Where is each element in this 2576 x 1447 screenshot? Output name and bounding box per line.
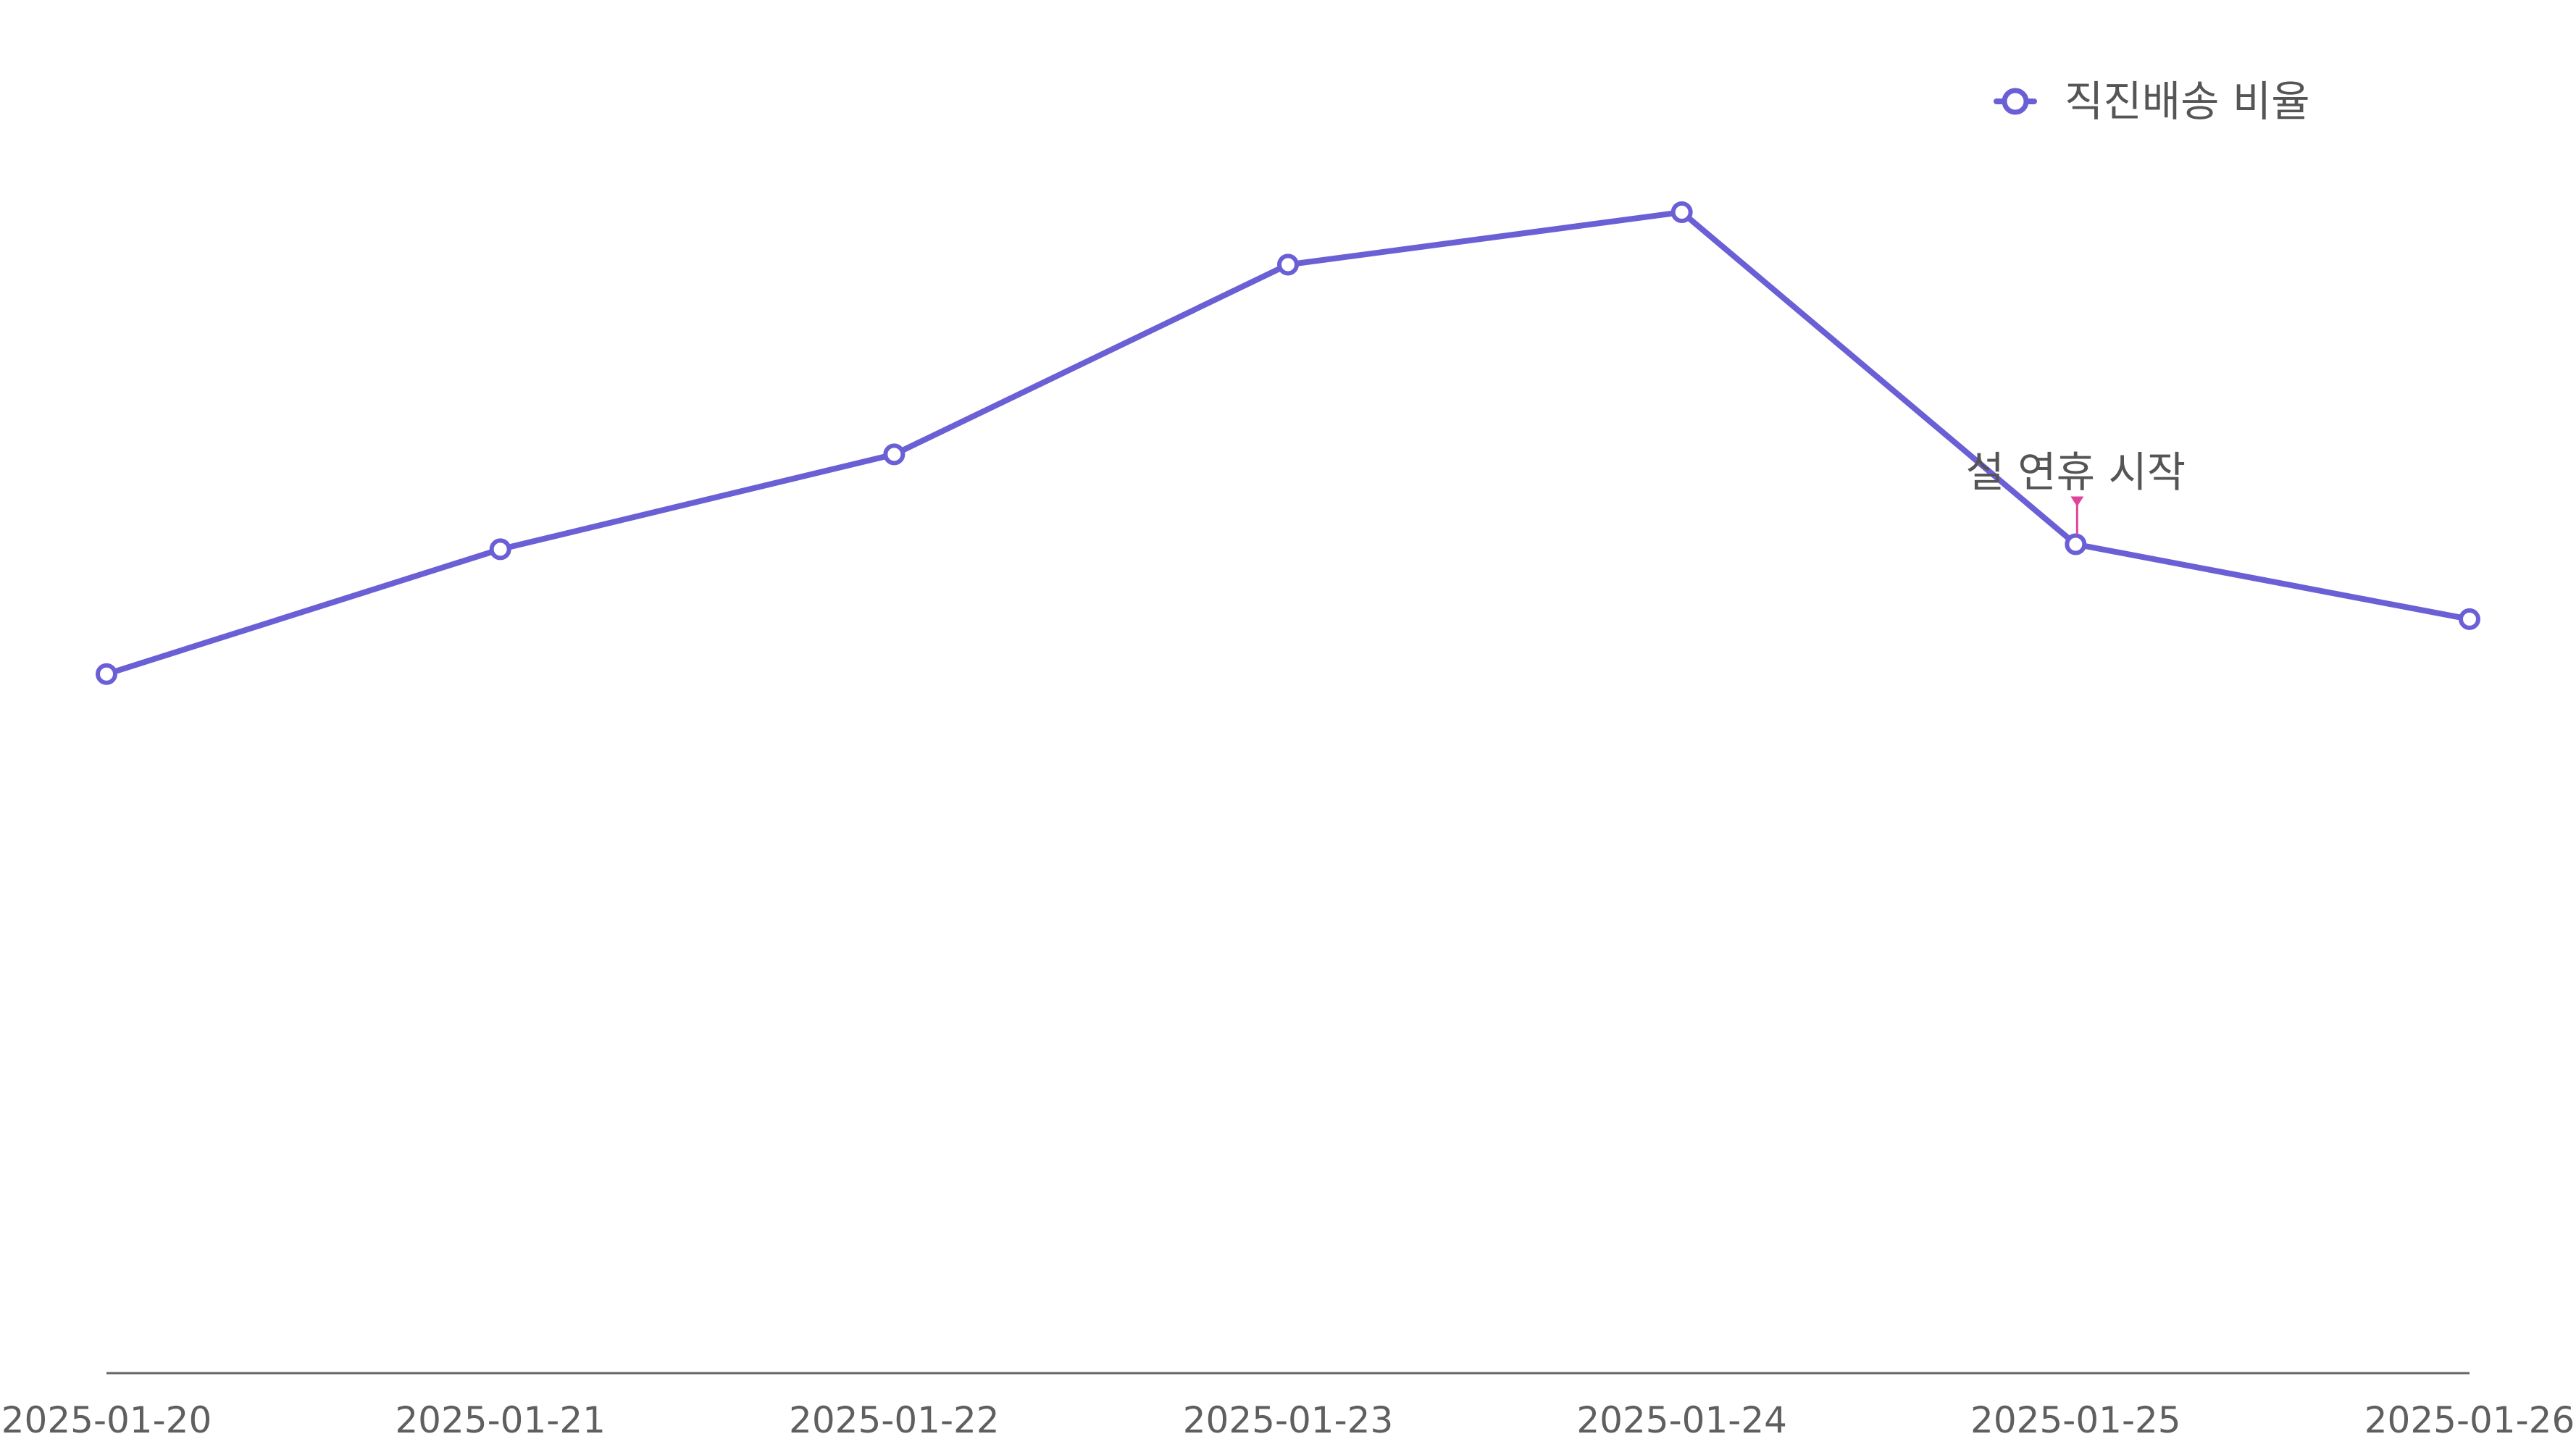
data-point: [2459, 608, 2480, 630]
x-tick-label: 2025-01-23: [1183, 1399, 1394, 1441]
annotation-text: 설 연휴 시작: [1965, 448, 2186, 497]
x-tick-label: 2025-01-25: [1970, 1399, 2181, 1441]
data-point: [2065, 533, 2087, 555]
data-point: [96, 663, 117, 685]
x-tick-label: 2025-01-26: [2364, 1399, 2575, 1441]
series-line: [104, 209, 2472, 677]
x-tick-label: 2025-01-22: [789, 1399, 1000, 1441]
legend-marker-circle: [2002, 88, 2029, 115]
x-tick-label: 2025-01-21: [395, 1399, 606, 1441]
x-tick-label: 2025-01-20: [1, 1399, 212, 1441]
x-tick-label: 2025-01-24: [1576, 1399, 1787, 1441]
data-point: [1277, 253, 1299, 276]
data-point: [1670, 201, 1693, 224]
annotation-arrow-head: [2070, 496, 2084, 507]
annotation-group: 설 연휴 시작: [1965, 448, 2186, 534]
series-group: [96, 201, 2480, 685]
legend-label: 직진배송 비율: [2065, 77, 2310, 126]
x-axis: 2025-01-20 2025-01-21 2025-01-22 2025-01-23…: [1, 1372, 2575, 1441]
data-point: [489, 538, 511, 561]
data-point: [883, 443, 906, 466]
legend: 직진배송 비율: [1994, 77, 2310, 126]
